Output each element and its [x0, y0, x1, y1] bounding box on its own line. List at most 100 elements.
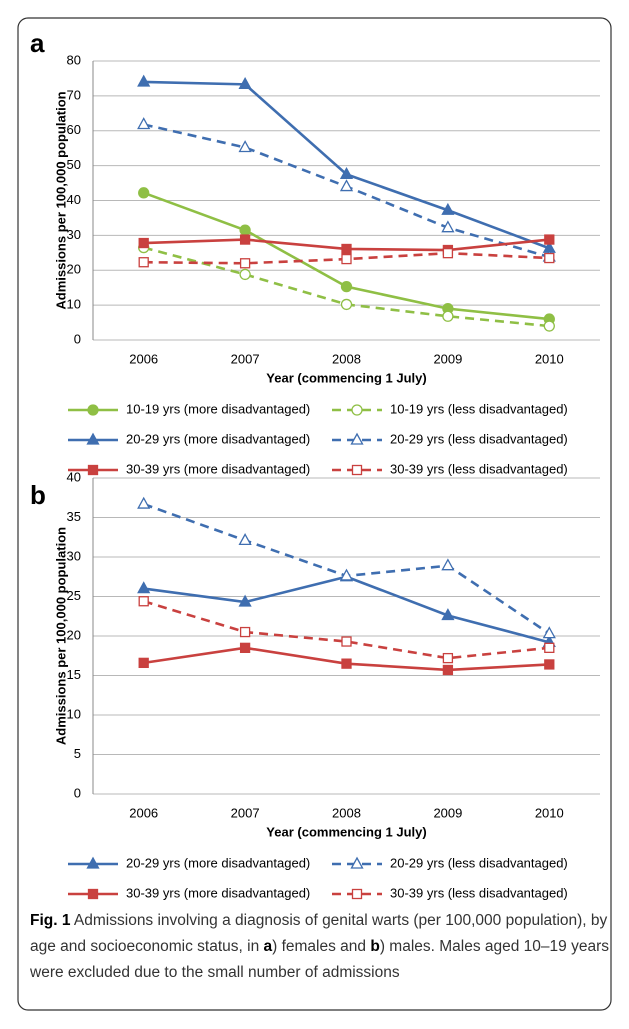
- y-tick-label: 60: [67, 122, 81, 137]
- y-tick-label: 0: [74, 785, 81, 800]
- legend-label: 10-19 yrs (more disadvantaged): [126, 401, 310, 416]
- x-tick-label: 2010: [535, 805, 564, 820]
- x-tick-label: 2008: [332, 351, 361, 366]
- data-point: [238, 594, 252, 607]
- x-tick-label: 2008: [332, 805, 361, 820]
- data-point: [441, 558, 455, 571]
- data-point: [441, 608, 455, 621]
- data-point: [542, 626, 556, 639]
- legend-marker: [351, 888, 363, 900]
- data-point: [341, 636, 352, 647]
- y-tick-label: 0: [74, 331, 81, 346]
- series-line: [143, 575, 550, 644]
- data-point: [441, 220, 455, 233]
- data-point: [341, 253, 352, 265]
- data-point: [339, 166, 354, 179]
- caption-text: ) females and: [272, 938, 371, 955]
- data-point: [238, 140, 252, 153]
- data-point: [138, 257, 149, 268]
- y-tick-label: 5: [74, 746, 81, 761]
- y-tick-label: 10: [67, 297, 81, 312]
- legend-label: 20-29 yrs (less disadvantaged): [390, 855, 568, 870]
- data-point: [339, 568, 354, 581]
- y-tick-label: 30: [67, 227, 81, 242]
- legend-label: 30-39 yrs (less disadvantaged): [390, 885, 568, 900]
- y-tick-label: 80: [67, 52, 81, 67]
- y-tick-label: 10: [67, 706, 81, 721]
- data-point: [137, 581, 151, 594]
- x-tick-label: 2007: [231, 805, 260, 820]
- data-point: [340, 298, 353, 311]
- data-point: [442, 310, 454, 322]
- x-tick-label: 2007: [231, 351, 260, 366]
- data-point: [544, 642, 555, 653]
- data-point: [238, 533, 252, 546]
- legend-label: 30-39 yrs (less disadvantaged): [390, 461, 568, 476]
- legend-marker: [86, 432, 100, 445]
- figure-border: [17, 17, 612, 1011]
- x-tick-label: 2009: [433, 351, 462, 366]
- legend-label: 30-39 yrs (more disadvantaged): [126, 885, 310, 900]
- data-point: [442, 248, 454, 259]
- caption-text: ) males. Males aged 10–19 years were exc…: [30, 938, 609, 981]
- panel-label: a: [30, 28, 45, 58]
- data-point: [544, 659, 555, 670]
- data-point: [341, 243, 352, 255]
- legend-label: 20-29 yrs (more disadvantaged): [126, 431, 310, 446]
- caption-text: b: [370, 938, 380, 955]
- series-line: [143, 599, 550, 660]
- legend-marker: [351, 404, 363, 416]
- data-point: [239, 642, 251, 653]
- caption-label: Fig. 1: [30, 912, 71, 929]
- data-point: [339, 179, 354, 192]
- data-point: [239, 224, 251, 236]
- y-tick-label: 20: [67, 627, 81, 642]
- data-point: [239, 234, 251, 245]
- data-point: [340, 280, 353, 293]
- y-tick-label: 30: [67, 548, 81, 563]
- caption: Fig. 1 Admissions involving a diagnosis …: [30, 908, 610, 986]
- legend-marker: [87, 404, 99, 416]
- legend-marker: [350, 432, 364, 445]
- data-point: [442, 664, 454, 676]
- data-point: [137, 74, 151, 87]
- data-point: [239, 258, 251, 269]
- x-axis-label: Year (commencing 1 July): [266, 370, 426, 385]
- data-point: [137, 496, 151, 509]
- caption-text: a: [263, 938, 273, 955]
- x-tick-label: 2010: [535, 351, 564, 366]
- legend-label: 30-39 yrs (more disadvantaged): [126, 461, 310, 476]
- y-axis-label: Admissions per 100,000 population: [53, 91, 68, 309]
- data-point: [138, 187, 150, 199]
- data-point: [138, 596, 149, 607]
- x-tick-label: 2009: [433, 805, 462, 820]
- y-tick-label: 15: [67, 667, 81, 682]
- data-point: [544, 252, 555, 264]
- x-axis-label: Year (commencing 1 July): [266, 824, 426, 839]
- legend-marker: [87, 464, 99, 476]
- data-point: [441, 202, 455, 215]
- legend-label: 20-29 yrs (less disadvantaged): [390, 431, 568, 446]
- caption-text: Admissions involving a diagnosis of geni…: [30, 912, 608, 955]
- legend-label: 10-19 yrs (less disadvantaged): [390, 401, 568, 416]
- data-point: [341, 658, 352, 669]
- y-tick-label: 35: [67, 509, 81, 524]
- data-point: [442, 652, 454, 664]
- legend-marker: [350, 856, 364, 869]
- legend-label: 20-29 yrs (more disadvantaged): [126, 855, 310, 870]
- legend-marker: [87, 888, 99, 900]
- y-tick-label: 40: [67, 469, 81, 484]
- y-tick-label: 25: [67, 588, 81, 603]
- y-tick-label: 20: [67, 262, 81, 277]
- panel-label: b: [30, 480, 46, 510]
- data-point: [239, 626, 251, 638]
- x-tick-label: 2006: [129, 351, 158, 366]
- data-point: [239, 268, 251, 281]
- y-tick-label: 70: [67, 87, 81, 102]
- x-tick-label: 2006: [129, 805, 158, 820]
- data-point: [544, 234, 555, 245]
- y-tick-label: 40: [67, 192, 81, 207]
- y-tick-label: 50: [67, 157, 81, 172]
